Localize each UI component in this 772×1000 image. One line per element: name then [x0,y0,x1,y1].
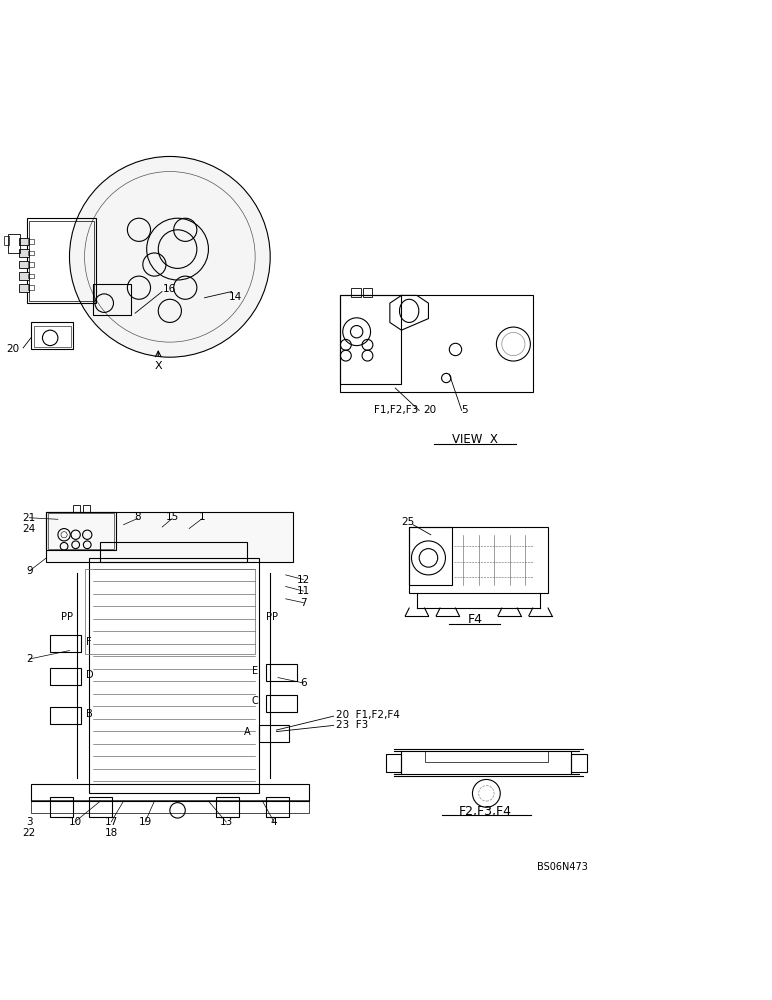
Text: F1,F2,F3: F1,F2,F3 [374,405,418,415]
Bar [89,558,259,793]
Text: 10: 10 [68,817,82,827]
Text: 12: 12 [296,575,310,585]
Text: 2: 2 [26,654,32,664]
Text: 17: 17 [104,817,118,827]
Text: 23  F3: 23 F3 [336,720,368,730]
Bar [340,295,401,384]
Bar [100,542,247,562]
Bar [386,754,401,772]
Text: 20: 20 [423,405,436,415]
Bar [340,295,533,392]
Bar [85,569,255,654]
Bar [48,513,114,549]
Bar [266,797,290,817]
Bar [28,251,34,255]
Text: F2,F3,F4: F2,F3,F4 [459,805,511,818]
Text: 25: 25 [401,517,415,527]
Bar [27,218,96,303]
Text: 18: 18 [104,828,118,838]
Text: D: D [86,670,94,680]
Text: 5: 5 [462,405,469,415]
Bar [50,797,73,817]
Text: 3: 3 [26,817,32,827]
Text: 19: 19 [138,817,152,827]
Bar [363,288,372,297]
Bar [93,284,131,315]
Bar [19,272,29,280]
Text: 8: 8 [134,512,141,522]
Bar [19,249,29,257]
Text: 20: 20 [6,344,19,354]
Text: C: C [252,696,259,706]
Bar [46,512,293,562]
Bar [401,751,571,774]
Text: B: B [86,709,93,719]
Text: 11: 11 [296,586,310,596]
Text: 6: 6 [300,678,306,688]
Text: 24: 24 [22,524,36,534]
Text: F: F [86,637,92,647]
Bar [50,707,81,724]
Text: VIEW  X: VIEW X [452,433,498,446]
Text: PP: PP [61,612,73,622]
Text: 22: 22 [22,828,36,838]
Text: 9: 9 [26,566,32,576]
Bar [425,751,548,762]
Bar [259,725,290,742]
Bar [19,284,29,292]
Bar [571,754,587,772]
Text: 4: 4 [271,817,277,827]
Text: 16: 16 [163,284,177,294]
Bar [73,505,80,512]
Bar [4,236,9,245]
Text: PP: PP [266,612,279,622]
Text: 15: 15 [165,512,179,522]
Text: 14: 14 [229,292,242,302]
Text: 20  F1,F2,F4: 20 F1,F2,F4 [336,710,400,720]
Bar [28,239,34,244]
Bar [266,695,297,712]
Text: A: A [244,727,251,737]
Text: E: E [252,666,259,676]
Text: X: X [154,361,162,371]
Bar [46,512,116,550]
Text: 13: 13 [219,817,233,827]
Bar [409,527,452,585]
Bar [28,285,34,290]
Bar [89,797,112,817]
Bar [83,505,90,512]
Text: BS06N473: BS06N473 [537,862,588,872]
Bar [50,635,81,652]
Bar [409,527,548,593]
Text: 1: 1 [199,512,205,522]
Bar [8,234,20,253]
Circle shape [69,156,270,357]
Text: 7: 7 [300,598,306,608]
Bar [19,261,29,268]
Bar [31,322,73,349]
Bar [28,274,34,278]
Text: F4: F4 [467,613,482,626]
Bar [34,326,71,347]
Bar [31,800,309,813]
Bar [50,668,81,685]
Bar [19,238,29,245]
Bar [29,221,94,301]
Bar [31,784,309,801]
Bar [28,262,34,267]
Bar [266,664,297,681]
Bar [216,797,239,817]
Bar [351,288,361,297]
Text: 21: 21 [22,513,36,523]
